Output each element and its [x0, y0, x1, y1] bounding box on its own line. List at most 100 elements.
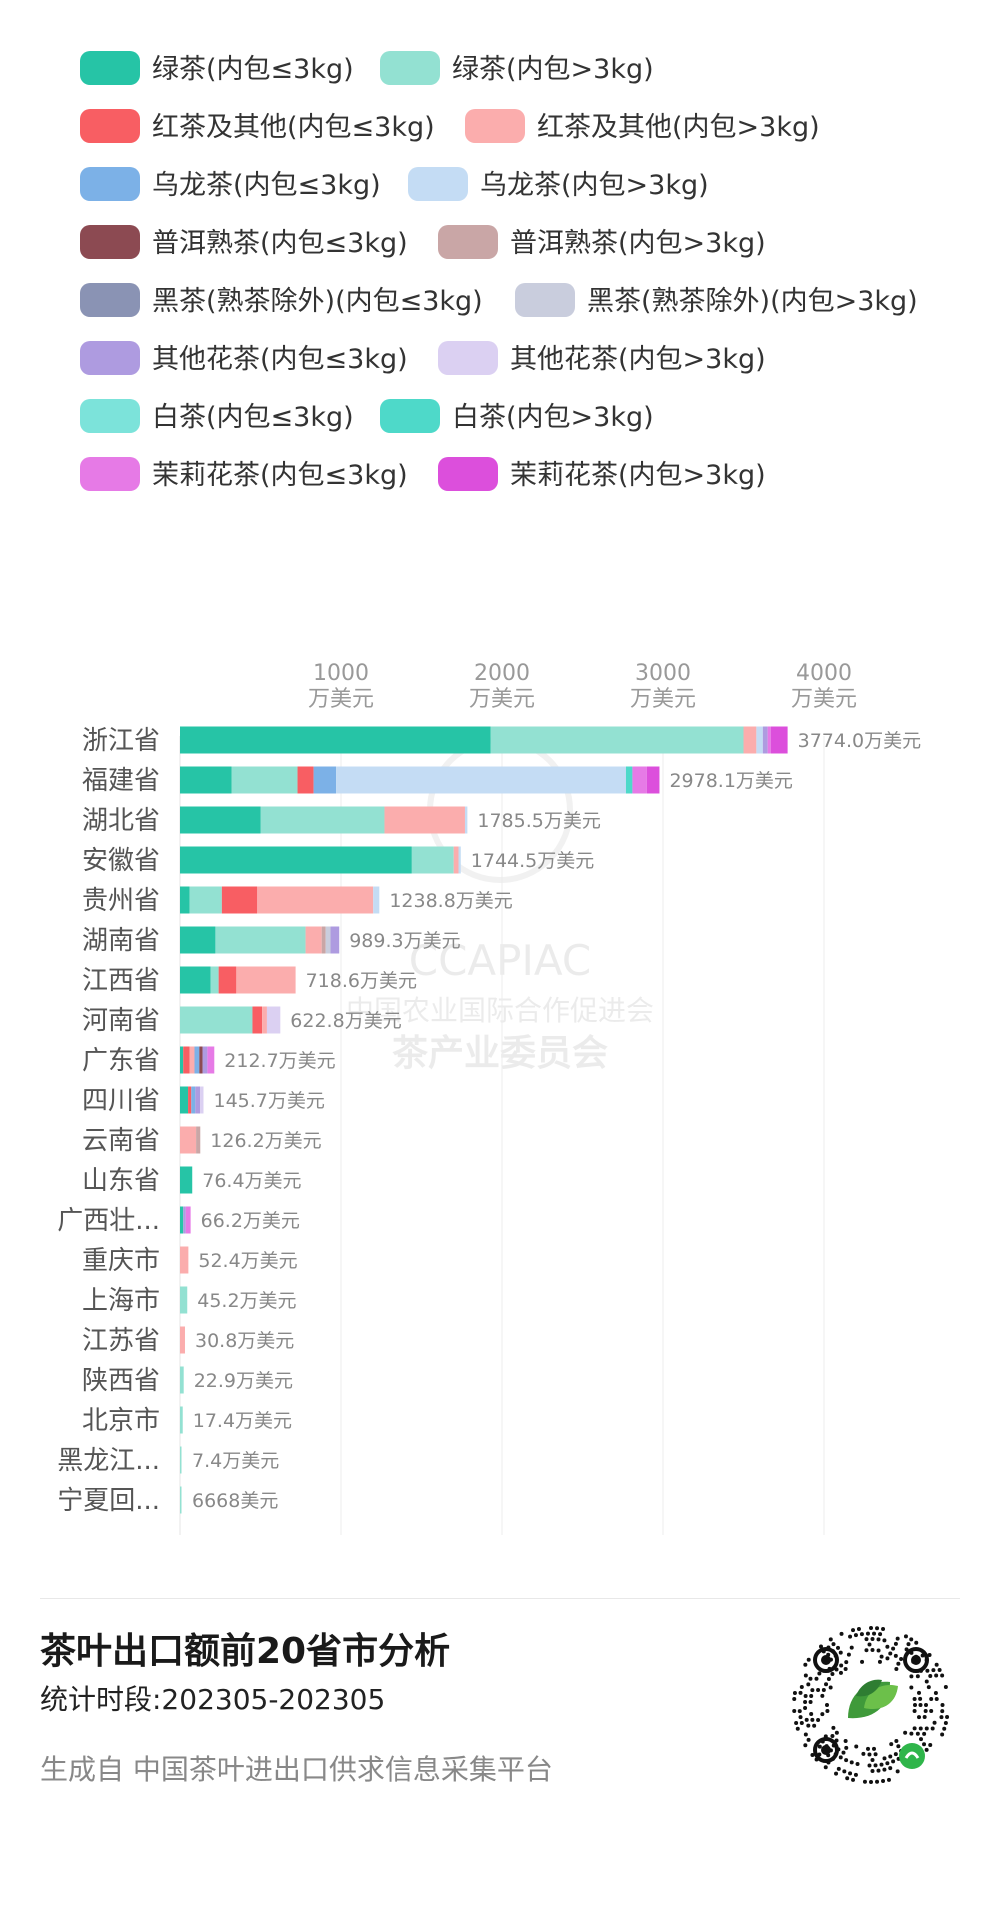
total-value-label: 212.7万美元: [224, 1050, 335, 1072]
legend-label: 黑茶(熟茶除外)(内包≤3kg): [152, 286, 483, 317]
x-tick-unit: 万美元: [308, 687, 374, 712]
bar-segment: [257, 886, 374, 914]
bar-segment: [191, 1086, 196, 1114]
bar-segment: [646, 766, 660, 794]
watermark-line2: 中国农业国际合作促进会: [346, 994, 654, 1027]
bar-segment: [207, 1046, 215, 1074]
bar-segment: [180, 886, 190, 914]
legend-item: 茉莉花茶(内包>3kg): [438, 457, 766, 491]
total-value-label: 622.8万美元: [290, 1010, 401, 1032]
total-value-label: 52.4万美元: [198, 1250, 297, 1272]
bar-segment: [215, 926, 306, 954]
bar-row: 云南省 126.2万美元: [82, 1126, 322, 1156]
bar-segment: [180, 726, 491, 754]
footer-title: 茶叶出口额前20省市分析: [40, 1631, 451, 1672]
legend-swatch: [80, 399, 140, 433]
legend-label: 绿茶(内包>3kg): [452, 54, 654, 85]
bar-row: 重庆市 52.4万美元: [82, 1246, 298, 1276]
total-value-label: 6668美元: [192, 1490, 278, 1512]
legend-label: 茉莉花茶(内包≤3kg): [152, 460, 408, 491]
bar-segment: [756, 726, 763, 754]
bar-segment: [196, 1126, 201, 1154]
bar-segment: [458, 846, 461, 874]
bar-segment: [330, 926, 340, 954]
legend-item: 乌龙茶(内包>3kg): [408, 167, 709, 201]
x-tick-unit: 万美元: [469, 687, 535, 712]
bar-segment: [180, 1046, 184, 1074]
legend-item: 白茶(内包≤3kg): [80, 399, 354, 433]
legend-swatch: [515, 283, 575, 317]
bar-segment: [252, 1006, 263, 1034]
bar-row: 宁夏回... 6668美元: [57, 1486, 278, 1516]
bar-row: 四川省 145.7万美元: [82, 1086, 325, 1116]
bar-row: 江西省 718.6万美元: [82, 966, 417, 996]
category-label: 江苏省: [82, 1326, 160, 1356]
bar-row: 陕西省 22.9万美元: [82, 1366, 293, 1396]
category-label: 云南省: [82, 1126, 160, 1156]
legend-swatch: [380, 51, 440, 85]
category-label: 湖南省: [82, 926, 160, 956]
bar-segment: [632, 766, 647, 794]
legend-item: 乌龙茶(内包≤3kg): [80, 167, 381, 201]
total-value-label: 126.2万美元: [210, 1130, 321, 1152]
category-label: 湖北省: [82, 806, 160, 836]
bar-segment: [199, 1046, 203, 1074]
bar-row: 湖南省 989.3万美元: [82, 926, 461, 956]
total-value-label: 1238.8万美元: [389, 890, 512, 912]
bar-segment: [180, 1326, 185, 1354]
total-value-label: 45.2万美元: [197, 1290, 296, 1312]
legend-label: 普洱熟茶(内包>3kg): [510, 228, 766, 259]
legend-item: 绿茶(内包≤3kg): [80, 51, 354, 85]
bar-segment: [180, 1206, 184, 1234]
bar-segment: [180, 1286, 188, 1314]
category-label: 上海市: [82, 1286, 160, 1316]
bar-segment: [490, 726, 744, 754]
bar-segment: [762, 726, 768, 754]
category-label: 江西省: [82, 966, 160, 996]
category-label: 贵州省: [82, 886, 160, 916]
bar-row: 北京市 17.4万美元: [82, 1406, 292, 1436]
x-tick-label: 2000: [474, 661, 530, 686]
category-label: 广东省: [82, 1046, 160, 1076]
total-value-label: 3774.0万美元: [798, 730, 921, 752]
legend-label: 乌龙茶(内包>3kg): [480, 170, 709, 201]
bar-segment: [180, 766, 232, 794]
legend-item: 黑茶(熟茶除外)(内包≤3kg): [80, 283, 483, 317]
bar-segment: [202, 1046, 208, 1074]
bar-segment: [625, 766, 633, 794]
category-label: 四川省: [82, 1086, 160, 1116]
footer-period: 统计时段:202305-202305: [40, 1683, 386, 1716]
bar-segment: [189, 886, 222, 914]
category-label: 安徽省: [82, 846, 160, 876]
legend-swatch: [408, 167, 468, 201]
legend-swatch: [80, 167, 140, 201]
bar-segment: [180, 1166, 193, 1194]
category-label: 重庆市: [82, 1246, 160, 1276]
x-tick-unit: 万美元: [791, 687, 857, 712]
bar-row: 广西壮... 66.2万美元: [57, 1206, 300, 1236]
category-label: 山东省: [82, 1166, 160, 1196]
category-label: 宁夏回...: [57, 1486, 160, 1516]
legend-label: 其他花茶(内包>3kg): [510, 344, 766, 375]
bar-segment: [453, 846, 459, 874]
bar-segment: [194, 1046, 200, 1074]
legend-item: 普洱熟茶(内包>3kg): [438, 225, 766, 259]
bar-segment: [189, 1046, 195, 1074]
legend-item: 黑茶(熟茶除外)(内包>3kg): [515, 283, 918, 317]
x-tick-label: 1000: [313, 661, 369, 686]
x-tick-label: 3000: [635, 661, 691, 686]
bar-segment: [260, 806, 385, 834]
qr-code-icon[interactable]: [786, 1620, 956, 1790]
legend-item: 茉莉花茶(内包≤3kg): [80, 457, 408, 491]
category-label: 陕西省: [82, 1366, 160, 1396]
total-value-label: 76.4万美元: [202, 1170, 301, 1192]
legend-label: 白茶(内包≤3kg): [152, 402, 354, 433]
bar-segment: [321, 926, 326, 954]
bar-segment: [373, 886, 380, 914]
category-label: 黑龙江...: [57, 1446, 160, 1476]
bar-segment: [180, 966, 211, 994]
bar-segment: [218, 966, 237, 994]
bar-segment: [411, 846, 454, 874]
x-tick-unit: 万美元: [630, 687, 696, 712]
legend-label: 乌龙茶(内包≤3kg): [152, 170, 381, 201]
